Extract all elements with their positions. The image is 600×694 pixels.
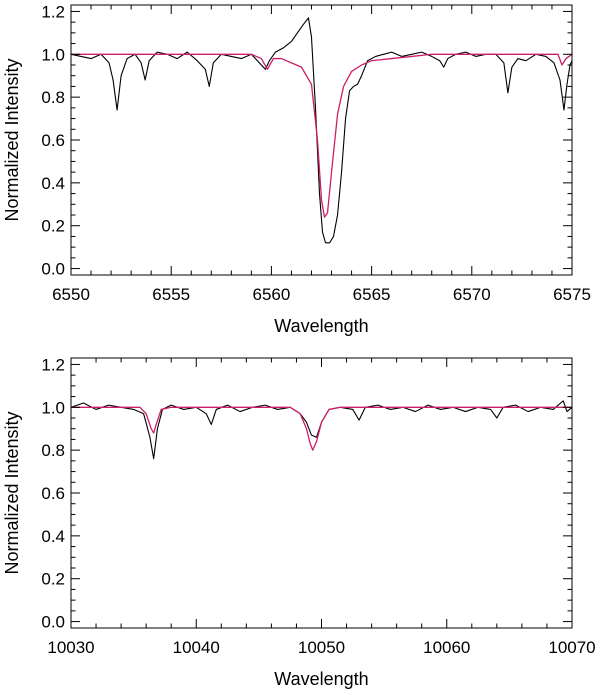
x-axis-label: Wavelength: [274, 669, 368, 689]
x-tick-label: 6570: [453, 285, 491, 304]
x-tick-label: 10050: [298, 638, 345, 657]
y-axis-label: Normalized Intensity: [2, 411, 22, 574]
x-tick-label: 6560: [252, 285, 290, 304]
x-tick-label: 10030: [47, 638, 94, 657]
x-tick-label: 6555: [152, 285, 190, 304]
y-tick-label: 0.8: [41, 88, 65, 107]
x-tick-label: 10060: [423, 638, 470, 657]
y-tick-label: 1.0: [41, 45, 65, 64]
x-tick-label: 10040: [173, 638, 220, 657]
model-spectrum-line-1: [71, 53, 573, 218]
y-tick-label: 0.0: [41, 613, 65, 632]
x-tick-label: 6575: [553, 285, 591, 304]
y-tick-label: 1.0: [41, 398, 65, 417]
y-tick-label: 1.2: [41, 2, 65, 21]
y-tick-label: 0.0: [41, 260, 65, 279]
x-tick-label: 6550: [52, 285, 90, 304]
chart-panel-1: 6550 6555 6560 6565 6570 6575 0.0 0.2 0.4 0.6 0.8 1…: [2, 2, 591, 336]
x-tick-label: 10070: [548, 638, 595, 657]
y-tick-label: 0.2: [41, 217, 65, 236]
y-tick-label: 0.4: [41, 527, 65, 546]
y-tick-label: 0.2: [41, 570, 65, 589]
model-spectrum-line-2: [71, 406, 572, 451]
y-tick-label: 1.2: [41, 355, 65, 374]
y-tick-label: 0.6: [41, 484, 65, 503]
observed-spectrum-line-2: [70, 400, 573, 460]
plot-frame: [70, 357, 573, 629]
x-tick-label: 6565: [353, 285, 391, 304]
y-tick-label: 0.4: [41, 174, 65, 193]
plot-frame: [70, 4, 573, 276]
observed-spectrum-line-1: [70, 17, 573, 244]
y-axis-label: Normalized Intensity: [2, 58, 22, 221]
x-axis-label: Wavelength: [274, 316, 368, 336]
y-tick-label: 0.6: [41, 131, 65, 150]
chart-panel-2: 10030 10040 10050 10060 10070 0.0 0.2 0.4 0.6 0.8…: [2, 355, 596, 689]
y-tick-label: 0.8: [41, 441, 65, 460]
